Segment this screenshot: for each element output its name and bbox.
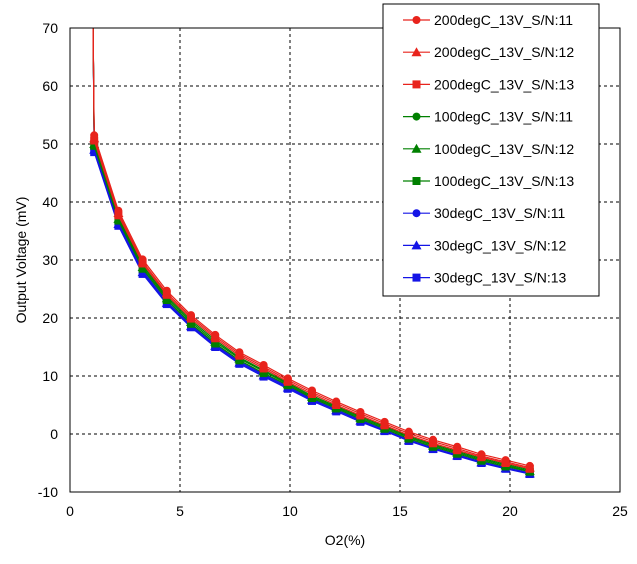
legend-marker: [412, 177, 421, 185]
series-line: [92, 27, 530, 473]
legend-marker: [412, 16, 421, 24]
y-tick-label: 70: [42, 20, 58, 36]
y-axis-label: Output Voltage (mV): [13, 197, 29, 324]
y-tick-label: -10: [38, 484, 58, 500]
data-point: [187, 311, 195, 320]
data-point: [477, 450, 486, 459]
data-point: [90, 131, 99, 140]
data-point: [114, 206, 123, 215]
y-tick-label: 50: [42, 136, 58, 152]
x-tick-label: 10: [282, 503, 298, 519]
data-point: [332, 397, 341, 406]
data-point: [356, 407, 365, 416]
legend-label: 30degC_13V_S/N:13: [434, 270, 567, 286]
data-point: [501, 456, 510, 465]
legend-label: 30degC_13V_S/N:11: [434, 205, 565, 221]
x-tick-label: 5: [176, 503, 184, 519]
data-point: [453, 442, 462, 451]
series-line: [92, 27, 530, 471]
data-point: [235, 348, 244, 357]
data-point: [380, 417, 389, 426]
legend-entry: 100degC_13V_S/N:12: [403, 141, 574, 157]
legend-marker: [411, 240, 422, 250]
legend: 200degC_13V_S/N:11 200degC_13V_S/N:12 200d…: [382, 3, 600, 297]
data-point: [404, 427, 413, 436]
y-tick-label: 20: [42, 310, 58, 326]
legend-entry: 200degC_13V_S/N:11: [403, 12, 573, 28]
series-layer: [89, 27, 535, 479]
x-axis-label: O2(%): [325, 532, 365, 548]
legend-entry: 30degC_13V_S/N:11: [403, 205, 565, 221]
legend-entry: 30degC_13V_S/N:12: [403, 237, 567, 253]
data-point: [429, 435, 437, 444]
legend-entry: 100degC_13V_S/N:13: [403, 173, 574, 189]
legend-label: 200degC_13V_S/N:11: [434, 12, 573, 28]
legend-entry: 200degC_13V_S/N:12: [403, 44, 574, 60]
x-axis-tick-labels: 0 5 10 15 20 25: [66, 503, 628, 519]
plot-area-border: [69, 27, 621, 493]
legend-marker: [412, 273, 421, 282]
legend-label: 100degC_13V_S/N:11: [434, 109, 573, 125]
legend-label: 30degC_13V_S/N:12: [434, 237, 567, 253]
series-1: [90, 27, 534, 470]
legend-label: 100degC_13V_S/N:12: [434, 141, 574, 157]
legend-marker: [411, 143, 422, 153]
legend-entry: 100degC_13V_S/N:11: [403, 109, 573, 125]
legend-marker: [412, 80, 421, 89]
y-tick-label: 40: [42, 194, 58, 210]
y-tick-label: 30: [42, 252, 58, 268]
series-line: [92, 27, 530, 474]
data-point: [308, 386, 316, 395]
series-line: [92, 27, 530, 470]
x-tick-label: 25: [612, 503, 628, 519]
data-point: [138, 255, 147, 264]
legend-label: 100degC_13V_S/N:13: [434, 173, 574, 189]
legend-label: 200degC_13V_S/N:12: [434, 44, 574, 60]
y-tick-label: 0: [50, 426, 58, 442]
legend-entry: 200degC_13V_S/N:13: [403, 76, 574, 92]
series-line: [92, 27, 530, 467]
data-point: [211, 330, 220, 339]
data-point: [283, 374, 292, 383]
data-point: [162, 286, 171, 295]
series-line: [92, 27, 530, 469]
data-point: [525, 461, 534, 470]
x-tick-label: 15: [392, 503, 408, 519]
legend-marker: [412, 209, 421, 218]
y-tick-label: 10: [42, 368, 58, 384]
y-tick-label: 60: [42, 78, 58, 94]
legend-marker: [412, 112, 421, 121]
y-axis-tick-labels: -10 0 10 20 30 40 50 60 70: [38, 20, 58, 500]
x-tick-label: 20: [502, 503, 518, 519]
legend-marker: [411, 47, 422, 57]
x-tick-label: 0: [66, 503, 74, 519]
data-point: [259, 360, 268, 369]
legend-label: 200degC_13V_S/N:13: [434, 76, 574, 92]
legend-entry: 30degC_13V_S/N:13: [403, 270, 567, 286]
